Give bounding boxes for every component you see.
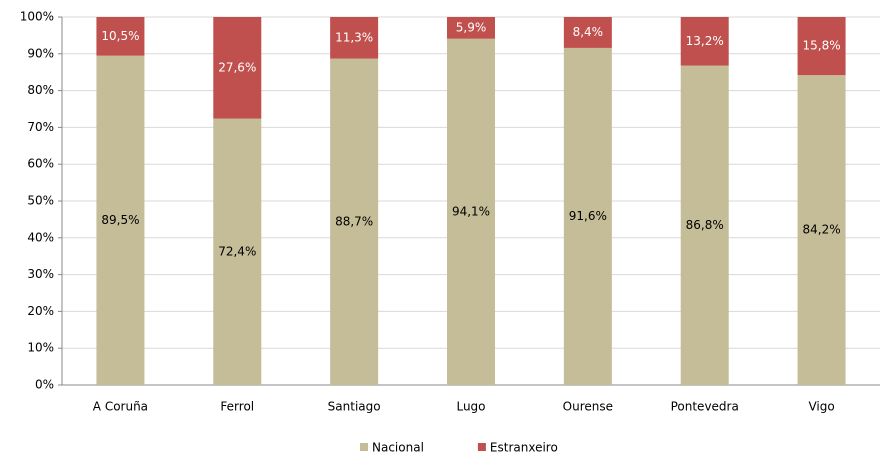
y-tick-label: 70% <box>27 120 54 134</box>
data-label: 88,7% <box>335 214 373 228</box>
legend-label: Estranxeiro <box>490 441 558 455</box>
data-label: 84,2% <box>803 223 841 237</box>
y-tick-label: 0% <box>35 378 54 392</box>
data-label: 94,1% <box>452 204 490 218</box>
data-label: 86,8% <box>686 218 724 232</box>
data-label: 13,2% <box>686 34 724 48</box>
bar-segment <box>680 17 729 66</box>
data-label: 5,9% <box>456 20 487 34</box>
bar-segment <box>797 17 846 76</box>
x-tick-label: A Coruña <box>93 400 148 414</box>
x-tick-label: Pontevedra <box>671 400 739 414</box>
data-label: 8,4% <box>573 25 604 39</box>
data-label: 91,6% <box>569 209 607 223</box>
x-tick-label: Ferrol <box>220 400 254 414</box>
bar-segment <box>563 17 612 48</box>
data-label: 10,5% <box>101 29 139 43</box>
legend-swatch <box>360 443 368 451</box>
y-tick-label: 80% <box>27 83 54 97</box>
legend-swatch <box>477 443 486 451</box>
bar-segment <box>447 17 495 39</box>
x-tick-label: Lugo <box>456 400 485 414</box>
legend-label: Nacional <box>372 441 424 455</box>
bar-segment <box>213 118 262 386</box>
data-label: 89,5% <box>101 213 139 227</box>
bar-segment <box>96 17 145 56</box>
x-tick-label: Santiago <box>328 400 381 414</box>
bar-segment <box>330 58 379 386</box>
x-tick-label: Ourense <box>563 400 613 414</box>
bar-segment <box>680 65 729 386</box>
y-tick-label: 60% <box>27 157 54 171</box>
bar-segment <box>797 75 846 386</box>
data-label: 11,3% <box>335 30 373 44</box>
y-tick-label: 50% <box>27 194 54 208</box>
data-label: 27,6% <box>218 60 256 74</box>
y-tick-label: 10% <box>27 341 54 355</box>
y-tick-label: 30% <box>27 267 54 281</box>
y-tick-label: 20% <box>27 304 54 318</box>
bar-segment <box>330 17 379 59</box>
x-tick-label: Vigo <box>808 400 834 414</box>
bar-segment <box>447 38 495 385</box>
y-tick-label: 40% <box>27 230 54 244</box>
data-label: 72,4% <box>218 244 256 258</box>
y-tick-label: 100% <box>20 10 54 24</box>
bar-segment <box>96 55 145 385</box>
bar-segment <box>563 47 612 386</box>
bar-segment <box>213 17 262 119</box>
data-label: 15,8% <box>803 39 841 53</box>
y-tick-label: 90% <box>27 46 54 60</box>
